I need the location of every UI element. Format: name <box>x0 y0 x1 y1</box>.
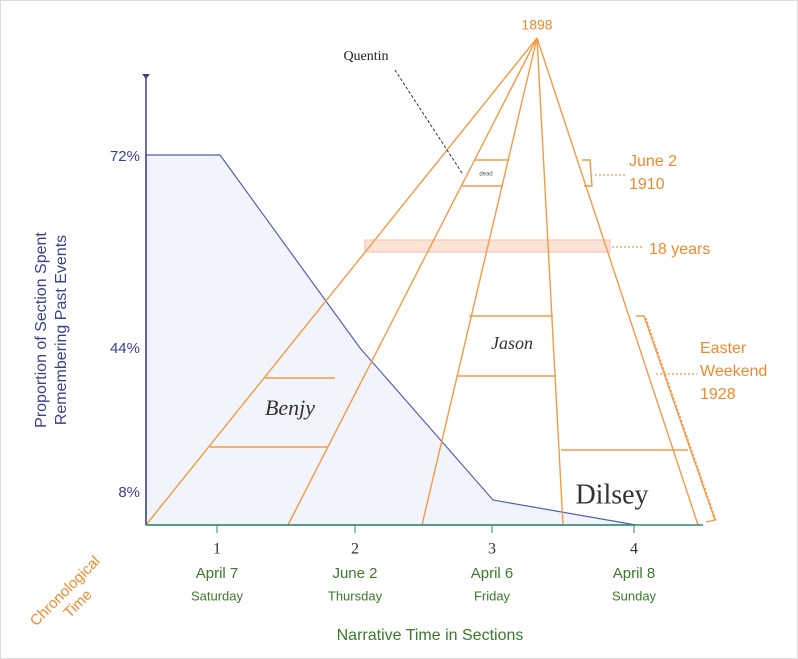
apex-label: 1898 <box>521 17 552 33</box>
benjy-label: Benjy <box>265 395 315 420</box>
section-date: April 7 <box>196 565 239 582</box>
x-ticks <box>216 525 635 533</box>
june-line: June 2 <box>629 153 677 170</box>
fan <box>145 37 716 526</box>
y-axis-title-line: Proportion of Section Spent <box>33 232 50 428</box>
jason-label: Jason <box>491 333 533 353</box>
easter-line: Weekend <box>700 363 767 380</box>
section-date: April 6 <box>471 565 514 582</box>
dead-label: dead <box>479 172 492 178</box>
y-tick-label: 72% <box>110 148 140 165</box>
leaders <box>595 174 717 521</box>
section-weekday: Thursday <box>328 588 383 603</box>
span-label: 18 years <box>649 241 710 258</box>
section-number: 3 <box>488 541 496 558</box>
easter-line: 1928 <box>700 386 736 403</box>
y-axis-title-line: Remembering Past Events <box>53 235 70 425</box>
quentin-leader <box>394 69 463 174</box>
dilsey-label: Dilsey <box>575 479 648 510</box>
quentin-label: Quentin <box>343 49 388 64</box>
y-axis-title: Proportion of Section Spent Remembering … <box>33 232 70 428</box>
section-number: 4 <box>630 541 638 558</box>
section-number: 1 <box>213 541 221 558</box>
june-line: 1910 <box>629 176 665 193</box>
y-tick-label: 8% <box>118 484 140 501</box>
y-tick-label: 44% <box>110 340 140 357</box>
section-weekday: Sunday <box>612 588 657 603</box>
easter-line: Easter <box>700 340 747 357</box>
y-axis-cap <box>142 74 150 79</box>
section-labels: 1 April 7 Saturday 2 June 2 Thursday 3 April 6 F… <box>191 541 657 604</box>
section-number: 2 <box>351 541 359 558</box>
section-date: June 2 <box>332 565 377 582</box>
section-weekday: Friday <box>474 588 511 603</box>
section-weekday: Saturday <box>191 588 244 603</box>
x-axis-title: Narrative Time in Sections <box>337 627 524 644</box>
section-date: April 8 <box>613 565 656 582</box>
